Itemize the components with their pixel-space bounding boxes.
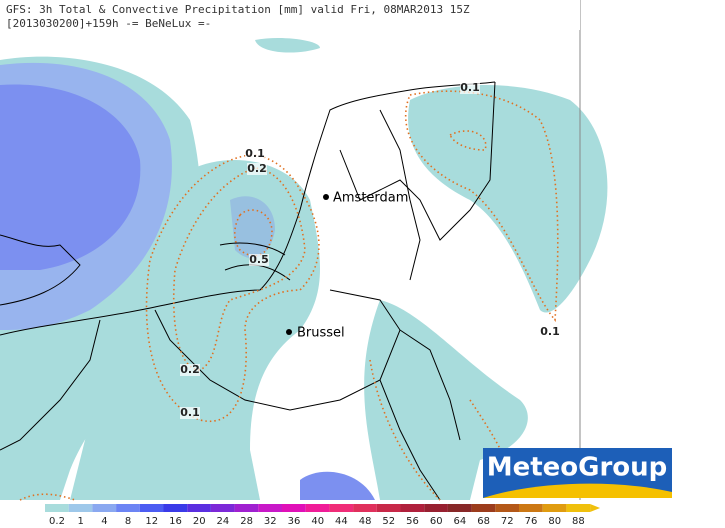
header-line: [2013030200]+159h -= BeNeLux =- (6, 17, 211, 30)
colorbar-segment (305, 504, 330, 512)
colorbar-label: 16 (169, 516, 182, 527)
colorbar-label: 8 (125, 516, 131, 527)
colorbar-segment (45, 504, 69, 512)
colorbar-segment (495, 504, 519, 512)
city-dot (323, 194, 329, 200)
colorbar-segment (163, 504, 188, 512)
colorbar-segment (447, 504, 472, 512)
colorbar-segment (376, 504, 401, 512)
colorbar-label: 1 (78, 516, 84, 527)
colorbar-label: 36 (288, 516, 301, 527)
contour-label: 0.1 (245, 147, 265, 160)
colorbar-label: 56 (406, 516, 419, 527)
city-label: Brussel (297, 326, 345, 341)
contour-label-bg (245, 148, 265, 160)
colorbar-segment (329, 504, 354, 512)
colorbar-segment (471, 504, 496, 512)
contour-label-bg (249, 254, 269, 266)
colorbar-label: 20 (193, 516, 206, 527)
contour-label: 0.1 (540, 325, 560, 338)
colorbar-label: 12 (145, 516, 158, 527)
colorbar-label: 68 (477, 516, 490, 527)
city-dot (286, 329, 292, 335)
colorbar-segment (68, 504, 93, 512)
colorbar-label: 40 (311, 516, 324, 527)
colorbar-segment (187, 504, 211, 512)
colorbar-segment (139, 504, 164, 512)
contour-label: 0.1 (460, 81, 480, 94)
colorbar-label: 4 (101, 516, 107, 527)
colorbar-segment (282, 504, 306, 512)
colorbar-segment (258, 504, 282, 512)
colorbar-label: 48 (359, 516, 372, 527)
colorbar-segment (542, 504, 567, 512)
colorbar-segment (92, 504, 117, 512)
contour-label: 0.1 (180, 406, 200, 419)
colorbar-segment (424, 504, 448, 512)
colorbar-label: 80 (548, 516, 561, 527)
colorbar-arrow (590, 504, 601, 512)
colorbar-segment (234, 504, 259, 512)
city-label: Amsterdam (333, 191, 408, 206)
colorbar-label: 24 (217, 516, 230, 527)
contour-label-bg (180, 407, 200, 419)
colorbar-label: 64 (454, 516, 467, 527)
colorbar-label: 44 (335, 516, 348, 527)
contour-label-bg (180, 364, 200, 376)
colorbar-segment (353, 504, 377, 512)
colorbar-segment (566, 504, 591, 512)
logo-swoosh (483, 483, 672, 498)
contour-label: 0.2 (247, 162, 267, 175)
header-bg (0, 0, 580, 30)
header-line: GFS: 3h Total & Convective Precipitation… (6, 3, 470, 16)
colorbar-label: 32 (264, 516, 277, 527)
colorbar-segment (116, 504, 140, 512)
colorbar-segment (519, 504, 543, 512)
contour-label-bg (247, 163, 267, 175)
colorbar-label: 72 (501, 516, 514, 527)
logo-text: MeteoGroup (487, 453, 668, 483)
colorbar-label: 60 (430, 516, 443, 527)
colorbar-label: 88 (572, 516, 585, 527)
colorbar-label: 0.2 (49, 516, 65, 527)
colorbar-label: 52 (382, 516, 395, 527)
colorbar-segment (400, 504, 425, 512)
contour-label: 0.5 (249, 253, 269, 266)
contour-label-bg (540, 326, 560, 338)
coastlines (0, 81, 496, 501)
colorbar-label: 28 (240, 516, 253, 527)
colorbar-label: 76 (525, 516, 538, 527)
contour-label: 0.2 (180, 363, 200, 376)
contour-label-bg (460, 82, 480, 94)
colorbar-segment (210, 504, 235, 512)
